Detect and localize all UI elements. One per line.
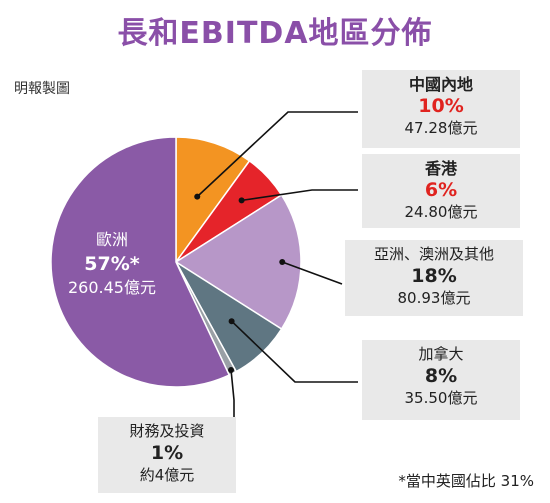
label-asia-australia-value: 80.93億元: [397, 289, 471, 307]
label-finance-percent: 1%: [150, 442, 184, 464]
label-canada-value: 35.50億元: [404, 389, 478, 407]
leader-dot-hongkong: [238, 197, 245, 204]
label-box-china: 中國內地 10% 47.28億元: [362, 70, 520, 148]
label-asia-australia-name: 亞洲、澳洲及其他: [373, 245, 494, 263]
label-box-hongkong: 香港 6% 24.80億元: [362, 154, 520, 228]
label-box-finance: 財務及投資 1% 約4億元: [98, 417, 236, 493]
label-hongkong-name: 香港: [424, 159, 457, 178]
leader-dot-asia_australia: [279, 259, 286, 265]
label-canada-percent: 8%: [424, 365, 458, 387]
pie-slice-china: [175, 136, 251, 265]
source-credit: 明報製圖: [14, 81, 70, 97]
leader-dot-canada: [228, 318, 235, 325]
slice-label-europe-percent: 57%*: [84, 253, 139, 275]
label-china-name: 中國內地: [408, 75, 473, 94]
label-finance-value: 約4億元: [139, 466, 195, 484]
label-box-canada: 加拿大 8% 35.50億元: [362, 340, 520, 420]
leader-dot-finance: [228, 367, 235, 374]
leader-dot-china: [194, 193, 201, 200]
label-finance-name: 財務及投資: [129, 422, 205, 440]
label-canada-name: 加拿大: [418, 345, 464, 363]
slice-label-europe-name: 歐洲: [96, 230, 128, 249]
leader-line-hongkong: [241, 189, 358, 202]
label-hongkong-value: 24.80億元: [404, 203, 478, 221]
pie-slice-asia_australia: [174, 193, 302, 331]
chart-title: 長和EBITDA地區分佈: [117, 16, 433, 51]
leader-line-canada: [231, 320, 358, 383]
label-china-value: 47.28億元: [404, 119, 478, 137]
footnote: *當中英國佔比 31%: [398, 472, 534, 490]
leader-line-asia_australia: [281, 261, 343, 285]
label-asia-australia-percent: 18%: [411, 265, 457, 287]
label-box-asia-australia: 亞洲、澳洲及其他 18% 80.93億元: [345, 240, 523, 316]
label-china-percent: 10%: [418, 95, 464, 117]
label-hongkong-percent: 6%: [424, 179, 458, 201]
slice-label-europe-value: 260.45億元: [68, 278, 156, 297]
leader-line-china: [196, 111, 358, 198]
pie-slice-europe: [50, 136, 231, 388]
